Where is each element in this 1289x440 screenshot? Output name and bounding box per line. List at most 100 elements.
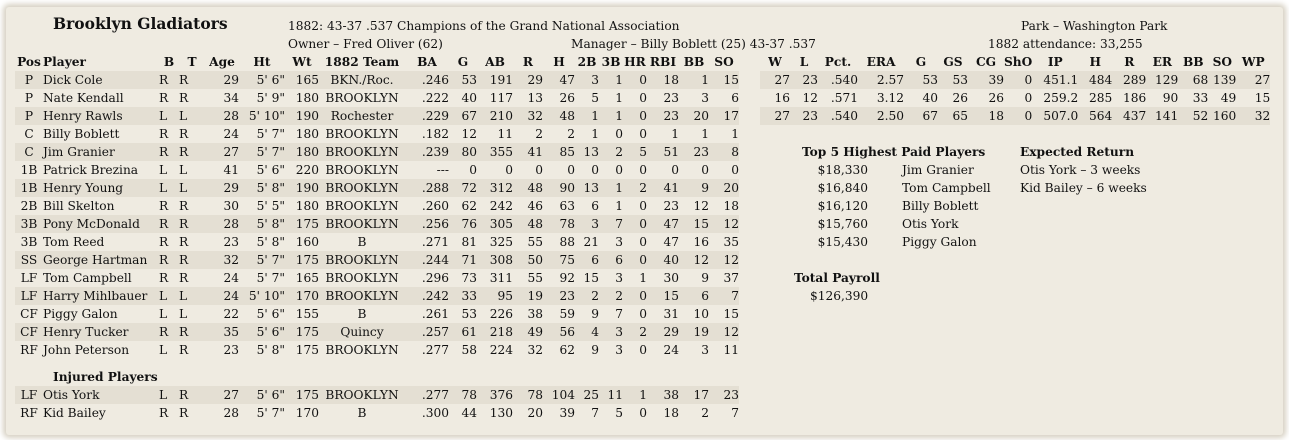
pitching-header-cell: BB <box>1182 55 1204 69</box>
batting-header-cell: Wt <box>292 55 312 69</box>
top5-salary: $16,840 <box>817 181 868 195</box>
top5-player: Jim Granier <box>902 163 974 177</box>
batting-cell: 95 <box>477 287 513 305</box>
pitching-cell: 285 <box>1089 91 1113 105</box>
pitching-cell: 40 <box>922 91 938 105</box>
injured-cell: .277 <box>405 386 449 404</box>
pitching-cell: 15 <box>1254 91 1271 105</box>
injured-cell: 7 <box>731 406 739 420</box>
batting-cell: 21 <box>583 235 599 249</box>
pitching-cell: 437 <box>1112 107 1147 125</box>
batting-cell: 180 <box>295 127 319 141</box>
batting-header-cell: R <box>522 55 534 69</box>
top5-row: $16,120 Billy Boblett <box>802 197 1042 215</box>
batting-cell: 0 <box>639 127 647 141</box>
batting-cell: 1B <box>20 163 38 177</box>
batting-cell: 92 <box>559 271 575 285</box>
batting-cell: 2B <box>20 199 38 213</box>
batting-cell: 1 <box>599 179 623 197</box>
top5-salary: $15,430 <box>817 235 868 249</box>
batting-cell: Patrick Brezina <box>43 163 139 177</box>
pitching-cell: 3.12 <box>876 91 904 105</box>
batting-header-cell: BA <box>417 55 437 69</box>
batting-cell: CF <box>20 307 38 321</box>
batting-cell: 38 <box>527 307 543 321</box>
injured-cell: 0 <box>639 406 647 420</box>
batting-cell: BKN./Roc. <box>319 71 405 89</box>
batting-cell: 23 <box>223 235 239 249</box>
pitching-cell: 564 <box>1078 107 1113 125</box>
pitching-header-cell: ShO <box>1004 55 1033 69</box>
pitching-cell: .540 <box>818 107 858 125</box>
batting-cell: 218 <box>477 323 513 341</box>
top5-title: Top 5 Highest Paid Players <box>802 145 986 159</box>
batting-cell: R <box>159 91 169 105</box>
pitching-header-cell: H <box>1089 55 1102 69</box>
batting-cell: 0 <box>505 163 513 177</box>
batting-cell: 12 <box>709 251 739 269</box>
batting-cell: P <box>15 107 43 125</box>
batting-cell: R <box>179 271 189 285</box>
batting-cell: 0 <box>731 163 739 177</box>
batting-cell: 1 <box>701 127 709 141</box>
injured-cell: .300 <box>421 406 449 420</box>
batting-cell: R <box>179 127 189 141</box>
batting-cell: 53 <box>449 71 477 89</box>
batting-cell: 1B <box>15 179 43 197</box>
batting-cell: 5' 6" <box>239 323 285 341</box>
injured-cell: 17 <box>679 386 709 404</box>
batting-cell: 220 <box>295 163 319 177</box>
batting-cell: Nate Kendall <box>43 91 124 105</box>
batting-cell: 61 <box>449 323 477 341</box>
batting-cell: 0 <box>639 199 647 213</box>
batting-cell: 1 <box>679 71 709 89</box>
batting-cell: .229 <box>405 107 449 125</box>
batting-cell: 0 <box>615 163 623 177</box>
batting-cell: R <box>159 251 179 269</box>
batting-cell: 24 <box>223 271 239 285</box>
batting-header-cell: G <box>457 55 469 69</box>
batting-cell: 0 <box>639 343 647 357</box>
batting-cell: 32 <box>205 251 239 269</box>
batting-cell: 5' 10" <box>239 287 285 305</box>
batting-cell: 3 <box>615 235 623 249</box>
batting-cell: 90 <box>543 179 575 197</box>
pitching-cell: 160 <box>1208 107 1237 125</box>
batting-cell: R <box>159 71 179 89</box>
pitching-header-cell: L <box>799 55 809 69</box>
pitching-cell: 129 <box>1146 71 1179 89</box>
batting-cell: .271 <box>421 235 449 249</box>
batting-cell: 0 <box>639 91 647 105</box>
batting-cell: 1 <box>591 127 599 141</box>
pitching-cell: 16 <box>774 91 790 105</box>
pitching-header-cell: Pct. <box>824 55 852 69</box>
injured-cell: BROOKLYN <box>319 386 405 404</box>
injured-cell: 5' 7" <box>256 406 285 420</box>
batting-cell: 56 <box>543 323 575 341</box>
batting-cell: 30 <box>223 199 239 213</box>
batting-table: Pos Player B T Age Ht Wt 1882 Team BA G AB R H 2B 3B HR… <box>15 53 739 359</box>
injured-table: LF Otis York L R 27 5' 6" 175 BROOKLYN .277 78 376… <box>15 386 739 422</box>
batting-cell: 73 <box>461 271 477 285</box>
batting-cell: .261 <box>421 307 449 321</box>
batting-header-row: Pos Player B T Age Ht Wt 1882 Team BA G AB R H 2B 3B HR… <box>15 53 739 71</box>
batting-header-cell: T <box>187 55 197 69</box>
top5-salary: $18,330 <box>817 163 868 177</box>
pitching-cell: 0 <box>1004 71 1033 89</box>
pitching-cell: 0 <box>1024 91 1033 105</box>
pitching-row: 27 23.540 2.50 67 65 18 0 507.0 564 437 141 52 160 32 <box>760 107 1271 125</box>
batting-cell: 6 <box>731 91 739 105</box>
pitching-cell: 23 <box>790 107 818 125</box>
pitching-cell: .571 <box>830 91 858 105</box>
batting-cell: R <box>159 215 179 233</box>
batting-cell: 48 <box>513 215 543 233</box>
batting-cell: 13 <box>527 91 543 105</box>
top5-player: Tom Campbell <box>902 181 991 195</box>
injured-cell: 175 <box>285 386 319 404</box>
batting-cell: 47 <box>543 71 575 89</box>
batting-header-cell: 1882 Team <box>324 55 400 69</box>
batting-cell: George Hartman <box>43 251 159 269</box>
payroll-value: $126,390 <box>810 289 869 303</box>
batting-cell: 48 <box>543 107 575 125</box>
batting-cell: 2 <box>623 179 647 197</box>
